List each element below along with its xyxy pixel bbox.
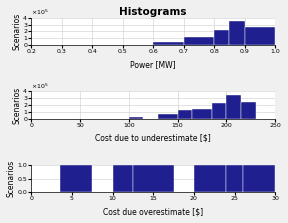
Bar bbox=[245, 27, 275, 45]
Y-axis label: Scenarios: Scenarios bbox=[13, 13, 22, 50]
X-axis label: Cost due to underestimate [$]: Cost due to underestimate [$] bbox=[95, 133, 211, 142]
X-axis label: Cost due overestimate [$]: Cost due overestimate [$] bbox=[103, 207, 203, 216]
Bar bbox=[212, 103, 226, 119]
Bar bbox=[153, 41, 184, 45]
Bar bbox=[178, 110, 192, 119]
Bar bbox=[133, 165, 174, 192]
Text: $\times10^5$: $\times10^5$ bbox=[31, 8, 49, 17]
Bar bbox=[194, 165, 226, 192]
Bar bbox=[184, 37, 214, 45]
Bar bbox=[241, 102, 256, 119]
Bar bbox=[226, 165, 243, 192]
Title: Histograms: Histograms bbox=[120, 7, 187, 17]
Bar bbox=[158, 114, 178, 119]
Bar bbox=[230, 21, 245, 45]
X-axis label: Power [MW]: Power [MW] bbox=[130, 60, 176, 69]
Bar bbox=[192, 109, 212, 119]
Text: $\times10^5$: $\times10^5$ bbox=[31, 82, 49, 91]
Bar bbox=[226, 95, 241, 119]
Bar bbox=[60, 165, 92, 192]
Bar bbox=[113, 165, 133, 192]
Bar bbox=[243, 165, 275, 192]
Y-axis label: Scenarios: Scenarios bbox=[13, 86, 22, 124]
Bar bbox=[214, 30, 230, 45]
Y-axis label: Scenarios: Scenarios bbox=[7, 160, 16, 197]
Bar bbox=[129, 117, 143, 119]
